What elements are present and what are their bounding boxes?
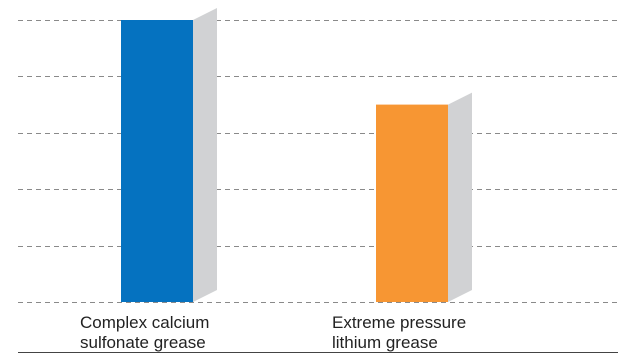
bar-shadow	[193, 8, 217, 302]
category-label: lithium grease	[332, 333, 438, 352]
gridlines	[18, 20, 618, 303]
bar-shadow	[448, 92, 472, 302]
bar-group	[121, 8, 217, 302]
bar-group	[376, 92, 472, 302]
bars	[121, 8, 472, 302]
bar	[121, 20, 193, 302]
category-label: Extreme pressure	[332, 313, 466, 332]
bar	[376, 104, 448, 302]
category-label: Complex calcium	[80, 313, 209, 332]
category-label: sulfonate grease	[80, 333, 206, 352]
